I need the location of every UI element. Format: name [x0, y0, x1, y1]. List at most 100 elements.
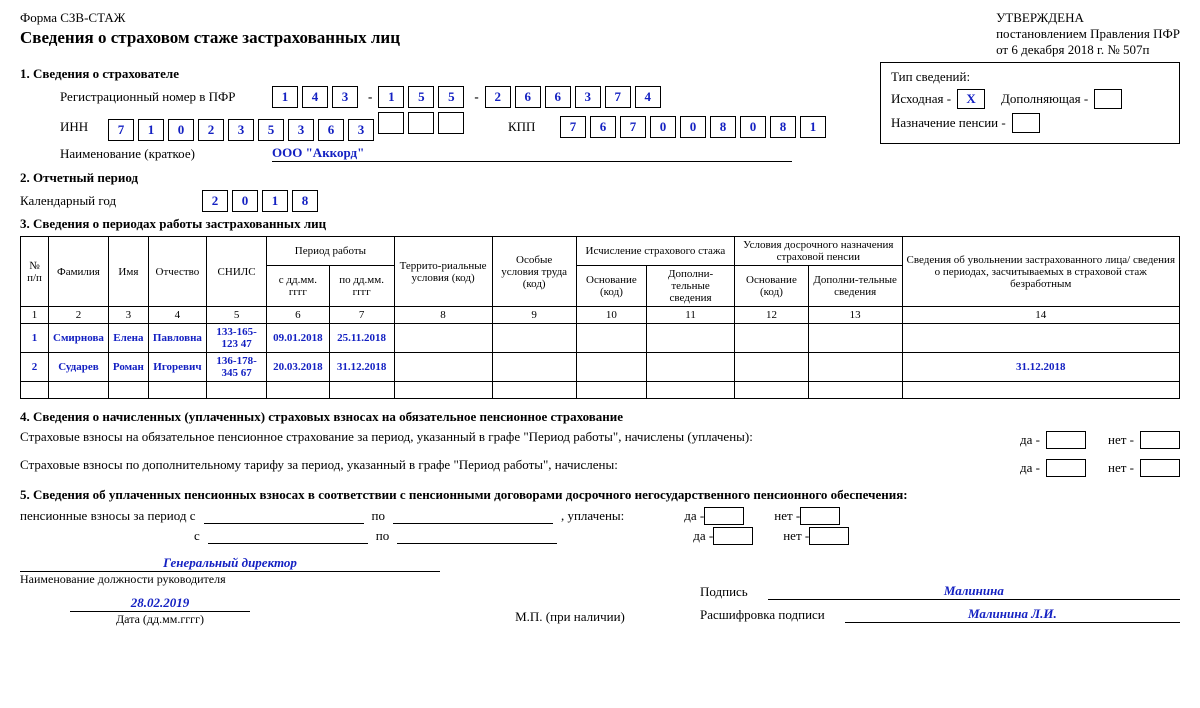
digit-cell[interactable]: 3 [332, 86, 358, 108]
s5-from2-field[interactable] [208, 528, 368, 544]
digit-cell[interactable]: 3 [348, 119, 374, 141]
pension-checkbox[interactable] [1012, 113, 1040, 133]
kpp-label: КПП [508, 119, 548, 135]
th-to: по дд.мм. гггг [329, 266, 394, 307]
digit-cell[interactable]: 6 [318, 119, 344, 141]
s4-no1-box[interactable] [1140, 431, 1180, 449]
digit-cell[interactable]: 4 [302, 86, 328, 108]
th-patronymic: Отчество [148, 237, 206, 307]
s5-to2-field[interactable] [397, 528, 557, 544]
th-from: с дд.мм. гггг [267, 266, 329, 307]
cell-snils: 136-178-345 67 [206, 353, 266, 382]
th-calc: Исчисление страхового стажа [576, 237, 734, 266]
cell-c10 [576, 324, 646, 353]
digit-cell[interactable]: 4 [635, 86, 661, 108]
s5-yes1-box[interactable] [704, 507, 744, 525]
cell-snils: 133-165-123 47 [206, 324, 266, 353]
digit-cell[interactable]: 8 [292, 190, 318, 212]
dash: - [368, 89, 372, 105]
digit-cell[interactable]: 1 [138, 119, 164, 141]
digit-cell[interactable]: 1 [378, 86, 404, 108]
inn-label: ИНН [60, 119, 96, 135]
digit-cell[interactable]: 5 [438, 86, 464, 108]
digit-cell[interactable]: 2 [202, 190, 228, 212]
digit-cell[interactable]: 2 [198, 119, 224, 141]
s5-from-label: пенсионные взносы за период с [20, 508, 196, 524]
digit-cell[interactable]: 3 [228, 119, 254, 141]
s4-yes1-box[interactable] [1046, 431, 1086, 449]
kpp-cells: 767008081 [560, 116, 830, 138]
s5-no2-box[interactable] [809, 527, 849, 545]
digit-cell[interactable]: 8 [710, 116, 736, 138]
cell-to: 31.12.2018 [329, 353, 394, 382]
th-basis2: Основание (код) [735, 266, 809, 307]
th-num: № п/п [21, 237, 49, 307]
pension-label: Назначение пенсии - [891, 115, 1006, 131]
digit-cell[interactable]: 1 [262, 190, 288, 212]
cell-surname: Сударев [49, 353, 109, 382]
cell-name: Елена [108, 324, 148, 353]
initial-checkbox[interactable]: X [957, 89, 985, 109]
digit-cell[interactable]: 0 [168, 119, 194, 141]
digit-cell[interactable]: 0 [740, 116, 766, 138]
cell-c13 [808, 324, 902, 353]
approval-block: УТВЕРЖДЕНА постановлением Правления ПФР … [996, 10, 1180, 58]
cell-surname: Смирнова [49, 324, 109, 353]
digit-cell[interactable] [438, 112, 464, 134]
digit-cell[interactable]: 1 [272, 86, 298, 108]
digit-cell[interactable]: 8 [770, 116, 796, 138]
s5-no1-box[interactable] [800, 507, 840, 525]
col-number: 8 [394, 307, 492, 324]
digit-cell[interactable]: 7 [560, 116, 586, 138]
reg-part2: 155 [378, 86, 468, 108]
digit-cell[interactable]: 1 [800, 116, 826, 138]
digit-cell[interactable] [378, 112, 404, 134]
type-box: Тип сведений: Исходная - X Дополняющая -… [880, 62, 1180, 144]
inn-cells: 710235363 [108, 112, 468, 141]
mp-label: М.П. (при наличии) [515, 609, 625, 627]
sign-value: Малинина [768, 583, 1180, 600]
supplement-label: Дополняющая - [1001, 91, 1088, 107]
s5-from1-field[interactable] [204, 508, 364, 524]
digit-cell[interactable]: 3 [575, 86, 601, 108]
col-number: 14 [902, 307, 1179, 324]
digit-cell[interactable]: 2 [485, 86, 511, 108]
s5-yes2-label: да - [693, 528, 713, 544]
digit-cell[interactable]: 7 [605, 86, 631, 108]
s5-to1-field[interactable] [393, 508, 553, 524]
cell-c8 [394, 324, 492, 353]
empty-cell [492, 382, 576, 399]
empty-cell [148, 382, 206, 399]
cell-from: 09.01.2018 [267, 324, 329, 353]
digit-cell[interactable]: 6 [590, 116, 616, 138]
decode-label: Расшифровка подписи [700, 607, 825, 623]
cell-c9 [492, 353, 576, 382]
th-territory: Террито-риальные условия (код) [394, 237, 492, 307]
digit-cell[interactable] [408, 112, 434, 134]
digit-cell[interactable]: 6 [545, 86, 571, 108]
supplement-checkbox[interactable] [1094, 89, 1122, 109]
s4-yes2-box[interactable] [1046, 459, 1086, 477]
digit-cell[interactable]: 5 [258, 119, 284, 141]
cell-c14: 31.12.2018 [902, 353, 1179, 382]
digit-cell[interactable]: 6 [515, 86, 541, 108]
s5-yes2-box[interactable] [713, 527, 753, 545]
digit-cell[interactable]: 7 [108, 119, 134, 141]
cell-c14 [902, 324, 1179, 353]
col-number: 6 [267, 307, 329, 324]
th-additional1: Дополни-тельные сведения [647, 266, 735, 307]
digit-cell[interactable]: 5 [408, 86, 434, 108]
cell-c11 [647, 353, 735, 382]
empty-cell [21, 382, 49, 399]
s4-no2-box[interactable] [1140, 459, 1180, 477]
col-number: 4 [148, 307, 206, 324]
digit-cell[interactable]: 7 [620, 116, 646, 138]
digit-cell[interactable]: 0 [650, 116, 676, 138]
col-number: 1 [21, 307, 49, 324]
digit-cell[interactable]: 0 [232, 190, 258, 212]
section2-heading: 2. Отчетный период [20, 170, 1180, 186]
name-label: Наименование (краткое) [60, 146, 260, 162]
digit-cell[interactable]: 3 [288, 119, 314, 141]
column-numbers-row: 1234567891011121314 [21, 307, 1180, 324]
digit-cell[interactable]: 0 [680, 116, 706, 138]
